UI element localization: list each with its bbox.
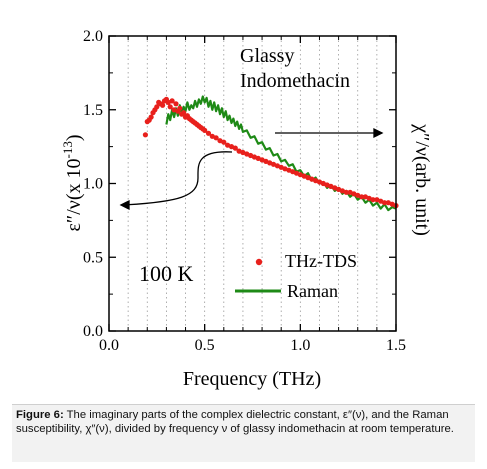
data-series [142, 95, 399, 212]
x-tick-label: 0.5 [195, 337, 215, 354]
right-axis-arrow [275, 127, 384, 139]
data-point-thz-tds [339, 188, 345, 194]
y-tick-label: 1.0 [83, 176, 103, 193]
axis-ticks: 0.0 0.5 1.0 1.5 0.0 0.5 1.0 1.5 2.0 [83, 28, 406, 354]
y-axis-label-right: χ″/ν(arb. unit) [411, 123, 433, 236]
data-point-thz-tds [213, 135, 219, 141]
x-tick-label: 0.0 [99, 337, 119, 354]
data-point-thz-tds [177, 105, 183, 111]
y-tick-label: 1.5 [83, 102, 103, 119]
data-point-thz-tds [148, 114, 154, 120]
data-point-thz-tds [225, 142, 231, 148]
data-point-thz-tds [160, 102, 166, 108]
data-point-thz-tds [181, 110, 187, 116]
data-point-thz-tds [355, 192, 361, 198]
legend-marker-thz-tds [255, 258, 263, 266]
data-point-thz-tds [297, 172, 303, 178]
chart: 0.0 0.5 1.0 1.5 0.0 0.5 1.0 1.5 2.0 Frequency (T… [60, 28, 433, 390]
data-point-thz-tds [381, 200, 388, 206]
data-point-thz-tds [240, 149, 246, 156]
annotation-sample-line1: Glassy [240, 45, 294, 67]
data-point-thz-tds [232, 145, 238, 151]
data-point-thz-tds [328, 183, 334, 189]
legend: THz-TDS Raman [235, 251, 357, 301]
data-point-thz-tds [167, 104, 173, 110]
left-axis-arrow [119, 151, 233, 211]
annotation-temperature: 100 K [139, 261, 194, 286]
data-point-thz-tds [154, 104, 160, 110]
x-tick-label: 1.5 [386, 337, 406, 354]
data-point-thz-tds [173, 101, 179, 107]
data-point-thz-tds [255, 155, 261, 161]
data-point-thz-tds [282, 166, 288, 172]
data-point-thz-tds [270, 161, 277, 167]
data-point-thz-tds [221, 139, 227, 145]
data-point-thz-tds [142, 132, 148, 138]
annotation-sample-line2: Indomethacin [240, 70, 350, 92]
y-tick-label: 2.0 [83, 28, 103, 45]
x-tick-label: 1.0 [290, 337, 310, 354]
caption-label: Figure 6: [16, 409, 64, 421]
y-tick-label: 0.0 [83, 323, 103, 340]
data-point-thz-tds [359, 194, 365, 200]
data-point-thz-tds [169, 98, 175, 104]
caption-text: The imaginary parts of the complex diele… [16, 409, 454, 435]
data-point-thz-tds [205, 130, 212, 136]
data-point-thz-tds [343, 189, 349, 195]
figure-caption: Figure 6: The imaginary parts of the com… [12, 404, 475, 462]
data-point-thz-tds [202, 127, 208, 133]
y-tick-label: 0.5 [83, 249, 103, 266]
y-axis-label-left: ε″/ν(x 10-13) [60, 134, 85, 231]
legend-label-raman: Raman [287, 281, 338, 301]
data-point-thz-tds [370, 197, 376, 203]
data-point-thz-tds [385, 200, 391, 206]
legend-label-thz-tds: THz-TDS [285, 251, 357, 271]
x-axis-label: Frequency (THz) [183, 368, 321, 390]
data-point-thz-tds [313, 178, 319, 184]
